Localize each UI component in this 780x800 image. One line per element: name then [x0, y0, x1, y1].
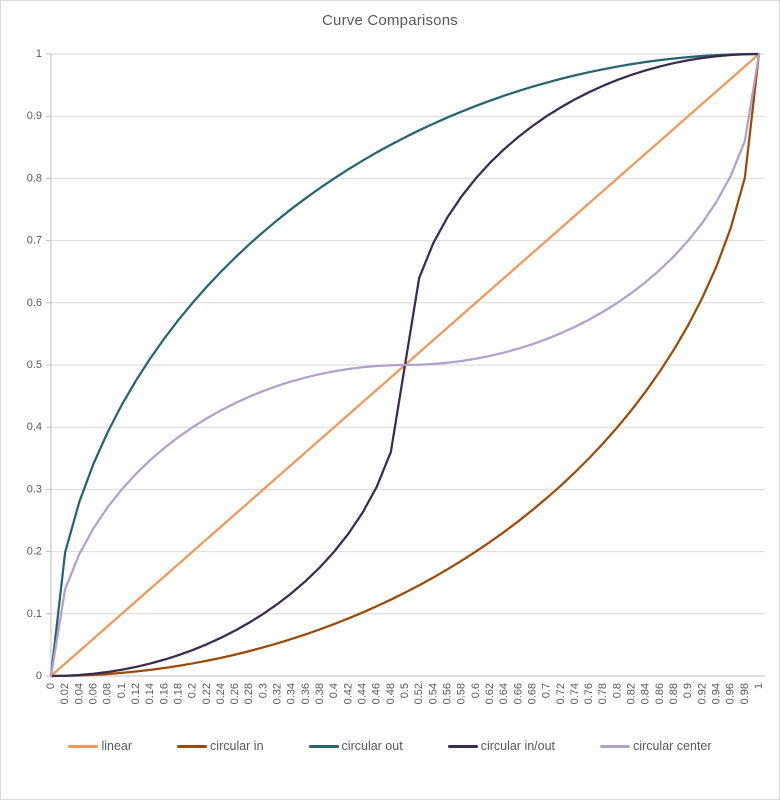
- x-tick-label: 0.1: [116, 683, 128, 698]
- x-tick-label: 0.08: [102, 683, 114, 704]
- legend-swatch: [177, 744, 208, 748]
- x-tick-label: 0.4: [328, 683, 340, 698]
- x-tick-label: 0.6: [470, 683, 482, 698]
- x-tick-label: 0.9: [682, 683, 694, 698]
- series-line-circular-out: [49, 52, 761, 678]
- legend-label: linear: [101, 739, 133, 753]
- legend-swatch: [600, 744, 631, 748]
- x-tick-label: 0.74: [569, 683, 581, 704]
- x-tick-label: 0.86: [654, 683, 666, 704]
- x-tick-label: 0.62: [484, 683, 496, 704]
- x-tick-label: 0.42: [342, 683, 354, 704]
- x-tick-label: 1: [753, 683, 765, 689]
- legend-swatch: [68, 744, 99, 748]
- x-tick-label: 0.64: [498, 683, 510, 704]
- x-tick-label: 0.66: [512, 683, 524, 704]
- legend-item-circular-out: circular out: [308, 739, 403, 753]
- x-tick-label: 0.98: [739, 683, 751, 704]
- x-tick-label: 0.58: [456, 683, 468, 704]
- x-tick-label: 0.78: [597, 683, 609, 704]
- x-tick-label: 0.06: [87, 683, 99, 704]
- y-tick-label: 0.5: [27, 359, 42, 371]
- x-tick-label: 0.34: [286, 683, 298, 704]
- x-tick-label: 0.84: [640, 683, 652, 704]
- x-tick-label: 0.56: [441, 683, 453, 704]
- x-tick-label: 0.16: [158, 683, 170, 704]
- y-tick-label: 0.9: [27, 110, 42, 122]
- x-tick-label: 0.32: [272, 683, 284, 704]
- x-tick-label: 0.68: [526, 683, 538, 704]
- series-line-circular-in: [49, 52, 761, 678]
- y-tick-label: 0.7: [27, 235, 42, 247]
- x-tick-label: 0.96: [725, 683, 737, 704]
- legend: linear circular in circular out circular in…: [1, 739, 779, 753]
- x-tick-label: 0.46: [371, 683, 383, 704]
- legend-label: circular in: [210, 739, 264, 753]
- x-tick-label: 0.52: [413, 683, 425, 704]
- y-tick-label: 0.6: [27, 297, 42, 309]
- x-tick-label: 0.02: [59, 683, 71, 704]
- legend-swatch: [308, 744, 339, 748]
- legend-item-circular-in: circular in: [177, 739, 264, 753]
- y-tick-label: 0.4: [27, 421, 42, 433]
- legend-label: circular out: [341, 739, 403, 753]
- legend-item-circular-center: circular center: [600, 739, 712, 753]
- x-tick-label: 0.88: [668, 683, 680, 704]
- chart-title: Curve Comparisons: [322, 12, 458, 29]
- x-tick-label: 0.94: [711, 683, 723, 704]
- y-tick-label: 0.3: [27, 483, 42, 495]
- x-tick-label: 0.38: [314, 683, 326, 704]
- y-tick-label: 0.1: [27, 608, 42, 620]
- legend-swatch: [447, 744, 478, 748]
- x-tick-label: 0.28: [243, 683, 255, 704]
- x-tick-label: 0.72: [555, 683, 567, 704]
- x-tick-label: 0.22: [201, 683, 213, 704]
- x-tick-label: 0.24: [215, 683, 227, 704]
- x-tick-label: 0.8: [611, 683, 623, 698]
- x-tick-label: 0.3: [257, 683, 269, 698]
- legend-item-circular-in-out: circular in/out: [447, 739, 556, 753]
- x-tick-label: 0.14: [144, 683, 156, 704]
- legend-item-linear: linear: [68, 739, 132, 753]
- series-line-circular-center: [49, 52, 761, 678]
- legend-label: circular center: [633, 739, 712, 753]
- x-tick-label: 0.12: [130, 683, 142, 704]
- x-tick-label: 0.7: [541, 683, 553, 698]
- x-tick-label: 0.04: [73, 683, 85, 704]
- y-tick-label: 0.8: [27, 172, 42, 184]
- x-tick-label: 0.54: [427, 683, 439, 704]
- x-tick-label: 0.5: [399, 683, 411, 698]
- y-tick-label: 0: [36, 670, 42, 682]
- x-tick-label: 0.18: [172, 683, 184, 704]
- x-tick-label: 0: [45, 683, 57, 689]
- y-tick-label: 0.2: [27, 546, 42, 558]
- x-tick-label: 0.44: [357, 683, 369, 704]
- legend-label: circular in/out: [480, 739, 556, 753]
- x-tick-label: 0.26: [229, 683, 241, 704]
- x-tick-label: 0.82: [626, 683, 638, 704]
- x-tick-label: 0.48: [385, 683, 397, 704]
- y-tick-label: 1: [36, 48, 42, 60]
- x-tick-label: 0.36: [300, 683, 312, 704]
- x-tick-label: 0.2: [187, 683, 199, 698]
- x-tick-label: 0.76: [583, 683, 595, 704]
- x-tick-label: 0.92: [696, 683, 708, 704]
